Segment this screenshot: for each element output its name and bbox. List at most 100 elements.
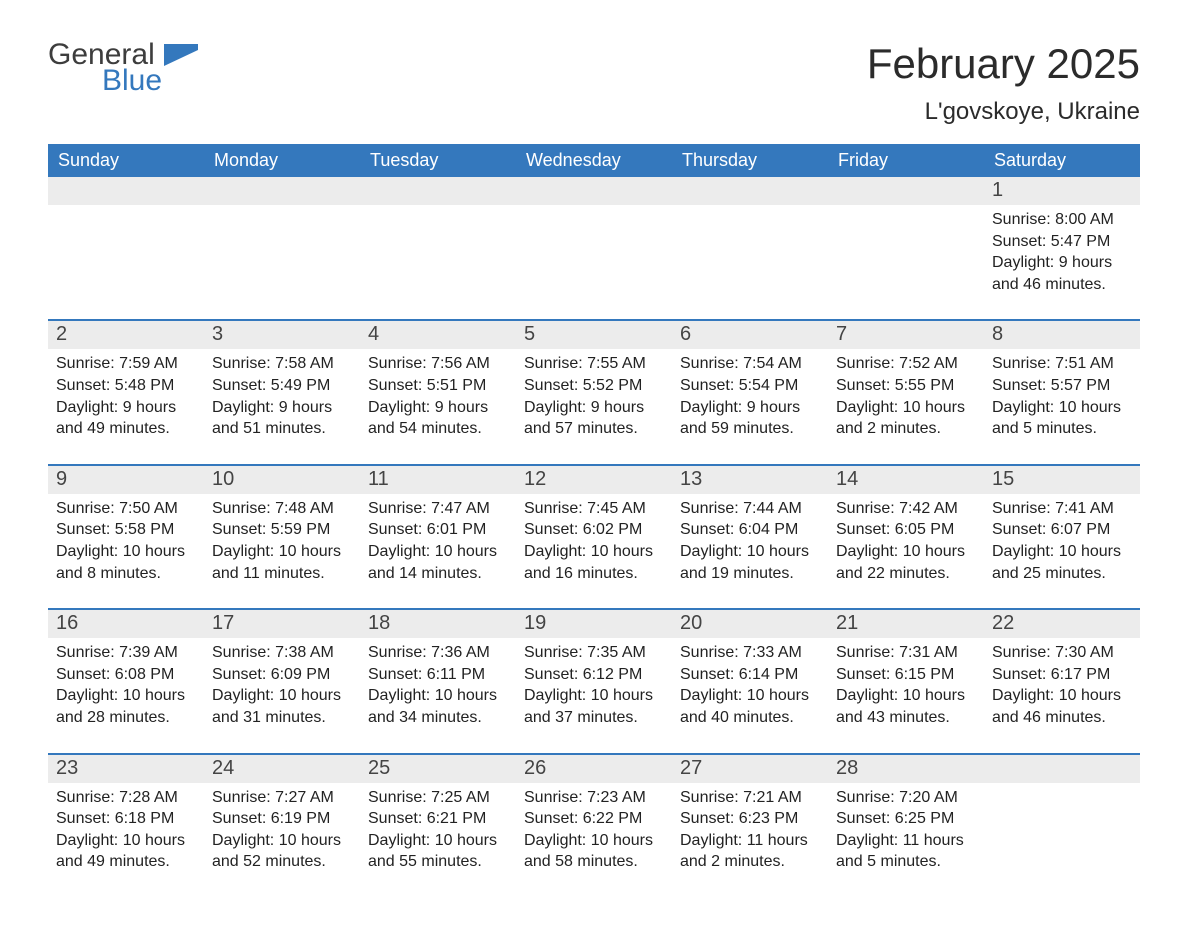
brand-word-2: Blue — [102, 66, 162, 96]
day-number: 15 — [984, 466, 1140, 494]
sunset-line: Sunset: 6:14 PM — [680, 664, 820, 686]
sunset-line: Sunset: 6:21 PM — [368, 808, 508, 830]
daylight-line: Daylight: 10 hours and 40 minutes. — [680, 685, 820, 728]
day-number: 25 — [360, 755, 516, 783]
daylight-line: Daylight: 10 hours and 16 minutes. — [524, 541, 664, 584]
sunset-line: Sunset: 5:55 PM — [836, 375, 976, 397]
sunrise-line: Sunrise: 7:20 AM — [836, 787, 976, 809]
daylight-line: Daylight: 9 hours and 49 minutes. — [56, 397, 196, 440]
day-number: 19 — [516, 610, 672, 638]
sunset-line: Sunset: 5:54 PM — [680, 375, 820, 397]
calendar-day-cell — [360, 177, 516, 319]
calendar-day-cell: 23Sunrise: 7:28 AMSunset: 6:18 PMDayligh… — [48, 755, 204, 897]
sunrise-line: Sunrise: 7:21 AM — [680, 787, 820, 809]
day-details: Sunrise: 7:41 AMSunset: 6:07 PMDaylight:… — [984, 494, 1140, 584]
day-number: 14 — [828, 466, 984, 494]
day-number: 2 — [48, 321, 204, 349]
day-number: 27 — [672, 755, 828, 783]
sunrise-line: Sunrise: 7:44 AM — [680, 498, 820, 520]
sunrise-line: Sunrise: 7:54 AM — [680, 353, 820, 375]
calendar-day-cell: 10Sunrise: 7:48 AMSunset: 5:59 PMDayligh… — [204, 466, 360, 608]
sunset-line: Sunset: 6:11 PM — [368, 664, 508, 686]
sunrise-line: Sunrise: 7:38 AM — [212, 642, 352, 664]
sunrise-line: Sunrise: 7:55 AM — [524, 353, 664, 375]
day-number: 3 — [204, 321, 360, 349]
calendar-day-cell — [984, 755, 1140, 897]
day-number — [48, 177, 204, 205]
sunset-line: Sunset: 6:04 PM — [680, 519, 820, 541]
daylight-line: Daylight: 10 hours and 37 minutes. — [524, 685, 664, 728]
sunset-line: Sunset: 5:47 PM — [992, 231, 1132, 253]
calendar-day-cell: 18Sunrise: 7:36 AMSunset: 6:11 PMDayligh… — [360, 610, 516, 752]
day-number: 11 — [360, 466, 516, 494]
sunset-line: Sunset: 6:08 PM — [56, 664, 196, 686]
day-number: 28 — [828, 755, 984, 783]
sunrise-line: Sunrise: 7:27 AM — [212, 787, 352, 809]
daylight-line: Daylight: 10 hours and 55 minutes. — [368, 830, 508, 873]
sunrise-line: Sunrise: 8:00 AM — [992, 209, 1132, 231]
day-details: Sunrise: 7:30 AMSunset: 6:17 PMDaylight:… — [984, 638, 1140, 728]
day-details: Sunrise: 7:36 AMSunset: 6:11 PMDaylight:… — [360, 638, 516, 728]
calendar-day-cell: 22Sunrise: 7:30 AMSunset: 6:17 PMDayligh… — [984, 610, 1140, 752]
day-details: Sunrise: 7:25 AMSunset: 6:21 PMDaylight:… — [360, 783, 516, 873]
day-number: 26 — [516, 755, 672, 783]
sunrise-line: Sunrise: 7:51 AM — [992, 353, 1132, 375]
calendar-day-cell — [516, 177, 672, 319]
day-details: Sunrise: 7:28 AMSunset: 6:18 PMDaylight:… — [48, 783, 204, 873]
day-details: Sunrise: 7:45 AMSunset: 6:02 PMDaylight:… — [516, 494, 672, 584]
day-number: 20 — [672, 610, 828, 638]
daylight-line: Daylight: 10 hours and 11 minutes. — [212, 541, 352, 584]
calendar-day-cell: 24Sunrise: 7:27 AMSunset: 6:19 PMDayligh… — [204, 755, 360, 897]
day-number — [360, 177, 516, 205]
sunrise-line: Sunrise: 7:41 AM — [992, 498, 1132, 520]
daylight-line: Daylight: 10 hours and 2 minutes. — [836, 397, 976, 440]
day-number: 7 — [828, 321, 984, 349]
calendar-week-row: 9Sunrise: 7:50 AMSunset: 5:58 PMDaylight… — [48, 464, 1140, 608]
daylight-line: Daylight: 10 hours and 22 minutes. — [836, 541, 976, 584]
daylight-line: Daylight: 10 hours and 8 minutes. — [56, 541, 196, 584]
sunrise-line: Sunrise: 7:39 AM — [56, 642, 196, 664]
day-details: Sunrise: 7:38 AMSunset: 6:09 PMDaylight:… — [204, 638, 360, 728]
daylight-line: Daylight: 9 hours and 57 minutes. — [524, 397, 664, 440]
day-details: Sunrise: 7:51 AMSunset: 5:57 PMDaylight:… — [984, 349, 1140, 439]
sunset-line: Sunset: 6:01 PM — [368, 519, 508, 541]
month-title: February 2025 — [867, 40, 1140, 88]
sunset-line: Sunset: 6:07 PM — [992, 519, 1132, 541]
calendar-day-cell: 19Sunrise: 7:35 AMSunset: 6:12 PMDayligh… — [516, 610, 672, 752]
sunset-line: Sunset: 5:58 PM — [56, 519, 196, 541]
day-number: 4 — [360, 321, 516, 349]
day-details: Sunrise: 7:55 AMSunset: 5:52 PMDaylight:… — [516, 349, 672, 439]
sunset-line: Sunset: 6:22 PM — [524, 808, 664, 830]
weekday-header: Thursday — [672, 144, 828, 177]
sunrise-line: Sunrise: 7:23 AM — [524, 787, 664, 809]
sunset-line: Sunset: 6:25 PM — [836, 808, 976, 830]
daylight-line: Daylight: 10 hours and 46 minutes. — [992, 685, 1132, 728]
calendar-week-row: 23Sunrise: 7:28 AMSunset: 6:18 PMDayligh… — [48, 753, 1140, 897]
daylight-line: Daylight: 10 hours and 31 minutes. — [212, 685, 352, 728]
sunset-line: Sunset: 6:02 PM — [524, 519, 664, 541]
calendar-day-cell: 5Sunrise: 7:55 AMSunset: 5:52 PMDaylight… — [516, 321, 672, 463]
calendar-day-cell: 15Sunrise: 7:41 AMSunset: 6:07 PMDayligh… — [984, 466, 1140, 608]
sunset-line: Sunset: 6:09 PM — [212, 664, 352, 686]
day-number: 9 — [48, 466, 204, 494]
calendar-day-cell: 2Sunrise: 7:59 AMSunset: 5:48 PMDaylight… — [48, 321, 204, 463]
day-details: Sunrise: 7:31 AMSunset: 6:15 PMDaylight:… — [828, 638, 984, 728]
day-details: Sunrise: 7:23 AMSunset: 6:22 PMDaylight:… — [516, 783, 672, 873]
sunrise-line: Sunrise: 7:30 AM — [992, 642, 1132, 664]
sunrise-line: Sunrise: 7:25 AM — [368, 787, 508, 809]
calendar-day-cell: 1Sunrise: 8:00 AMSunset: 5:47 PMDaylight… — [984, 177, 1140, 319]
calendar-day-cell: 13Sunrise: 7:44 AMSunset: 6:04 PMDayligh… — [672, 466, 828, 608]
weekday-header: Tuesday — [360, 144, 516, 177]
sunset-line: Sunset: 6:05 PM — [836, 519, 976, 541]
daylight-line: Daylight: 10 hours and 28 minutes. — [56, 685, 196, 728]
day-number: 18 — [360, 610, 516, 638]
brand-flag-icon — [164, 44, 198, 70]
daylight-line: Daylight: 9 hours and 46 minutes. — [992, 252, 1132, 295]
sunrise-line: Sunrise: 7:50 AM — [56, 498, 196, 520]
daylight-line: Daylight: 10 hours and 34 minutes. — [368, 685, 508, 728]
daylight-line: Daylight: 9 hours and 51 minutes. — [212, 397, 352, 440]
day-number: 8 — [984, 321, 1140, 349]
daylight-line: Daylight: 10 hours and 49 minutes. — [56, 830, 196, 873]
weekday-header: Friday — [828, 144, 984, 177]
calendar-day-cell: 4Sunrise: 7:56 AMSunset: 5:51 PMDaylight… — [360, 321, 516, 463]
